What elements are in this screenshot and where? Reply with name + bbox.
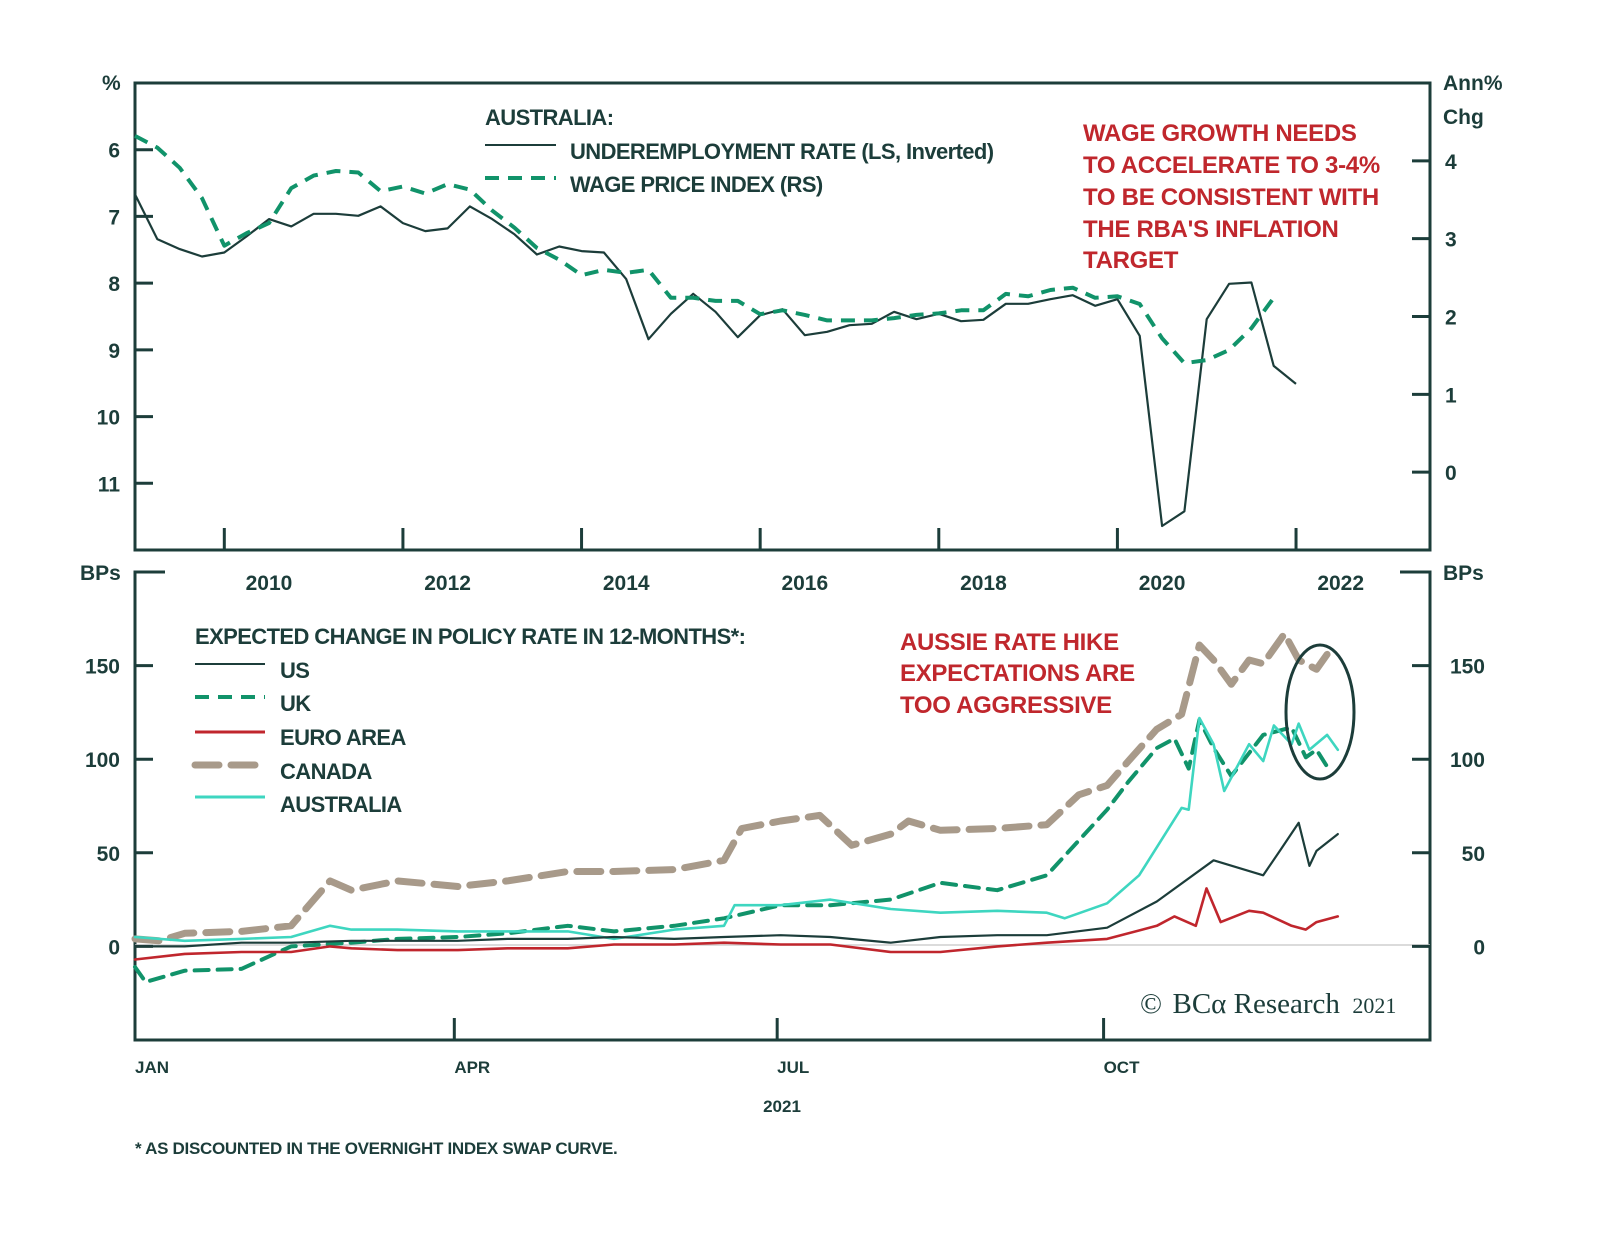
x-axis-tick-label: OCT	[1104, 1058, 1141, 1077]
left-axis-tick-label: 11	[98, 473, 121, 496]
series-euro-area	[133, 887, 1340, 961]
annotation-line: THE RBA'S INFLATION	[1083, 216, 1339, 243]
top-left-axis-unit: %	[102, 72, 121, 95]
copyright-brand: BCα Research	[1173, 988, 1341, 1020]
left-axis-tick-label: 8	[108, 273, 120, 296]
top-x-ticks: 2010 2012 2014 2016 2018 2020 2022	[222, 528, 1364, 595]
bottom-legend-title: EXPECTED CHANGE IN POLICY RATE IN 12-MON…	[195, 624, 745, 649]
x-axis-tick-label: APR	[454, 1058, 490, 1077]
top-left-ticks: 6 7 8 9 10 11	[97, 140, 153, 496]
top-annotation: WAGE GROWTH NEEDS TO ACCELERATE TO 3-4% …	[1083, 120, 1380, 274]
copyright: © BCα Research 2021	[1140, 988, 1396, 1020]
left-axis-tick-label: 100	[85, 749, 120, 772]
legend-label-australia: AUSTRALIA	[280, 792, 402, 817]
right-axis-tick-label: 150	[1450, 656, 1485, 679]
left-axis-tick-label: 9	[108, 340, 120, 363]
left-axis-tick-label: 10	[97, 407, 120, 430]
bottom-left-axis-unit: BPs	[80, 562, 121, 585]
bottom-y-ticks: 0 0 50 50 100 100 150 150	[85, 656, 1485, 960]
x-axis-tick-label: 2022	[1317, 572, 1364, 595]
annotation-line: WAGE GROWTH NEEDS	[1083, 120, 1357, 147]
right-axis-tick-label: 0	[1445, 462, 1457, 485]
x-axis-tick-label: 2010	[246, 572, 293, 595]
x-axis-tick-label: 2016	[781, 572, 828, 595]
x-axis-tick-label: JAN	[135, 1058, 169, 1077]
legend-label-uk: UK	[280, 691, 311, 716]
bottom-annotation: AUSSIE RATE HIKE EXPECTATIONS ARE TOO AG…	[900, 629, 1135, 719]
annotation-line: TARGET	[1083, 247, 1179, 274]
right-axis-tick-label: 1	[1445, 384, 1457, 407]
footnote: * AS DISCOUNTED IN THE OVERNIGHT INDEX S…	[135, 1139, 617, 1158]
bottom-series	[131, 630, 1340, 984]
bottom-right-axis-unit: BPs	[1443, 562, 1484, 585]
series-canada	[131, 630, 1331, 945]
top-series	[134, 134, 1297, 528]
right-axis-tick-label: 50	[1462, 843, 1485, 866]
highlight-ellipse	[1284, 643, 1356, 781]
series-australia	[133, 716, 1340, 943]
legend-label-us: US	[280, 658, 309, 683]
x-axis-tick-label: JUL	[777, 1058, 809, 1077]
bottom-legend: EXPECTED CHANGE IN POLICY RATE IN 12-MON…	[191, 624, 746, 817]
top-right-axis-unit-line1: Ann%	[1443, 72, 1503, 95]
top-right-ticks: 4 3 2 1 0	[1412, 151, 1457, 485]
x-axis-tick-label: 2012	[424, 572, 471, 595]
annotation-line: TO ACCELERATE TO 3-4%	[1083, 152, 1380, 179]
left-axis-tick-label: 7	[108, 206, 120, 229]
top-legend: AUSTRALIA: UNDEREMPLOYMENT RATE (LS, Inv…	[485, 105, 994, 197]
legend-label-underemployment: UNDEREMPLOYMENT RATE (LS, Inverted)	[570, 139, 994, 164]
legend-label-wage-price-index: WAGE PRICE INDEX (RS)	[570, 172, 823, 197]
x-axis-tick-label: 2020	[1139, 572, 1186, 595]
annotation-line: EXPECTATIONS ARE	[900, 660, 1135, 687]
right-axis-tick-label: 0	[1473, 936, 1485, 959]
right-axis-tick-label: 4	[1445, 151, 1457, 174]
left-axis-tick-label: 6	[108, 140, 120, 163]
x-axis-tick-label: 2018	[960, 572, 1007, 595]
series-us	[133, 821, 1339, 948]
top-right-axis-unit-line2: Chg	[1443, 106, 1484, 129]
copyright-year: 2021	[1352, 993, 1396, 1018]
bottom-x-ticks: JAN APR JUL OCT	[135, 1018, 1140, 1077]
x-axis-tick-label: 2014	[603, 572, 650, 595]
legend-label-canada: CANADA	[280, 759, 372, 784]
top-legend-title: AUSTRALIA:	[485, 105, 613, 130]
annotation-line: TO BE CONSISTENT WITH	[1083, 184, 1379, 211]
series-underemployment-rate	[134, 193, 1297, 528]
annotation-line: TOO AGGRESSIVE	[900, 692, 1112, 719]
right-axis-tick-label: 2	[1445, 307, 1457, 330]
bottom-plot-frame	[133, 570, 1432, 1042]
copyright-symbol: ©	[1140, 988, 1162, 1020]
left-axis-tick-label: 50	[97, 843, 120, 866]
annotation-line: AUSSIE RATE HIKE	[900, 629, 1119, 656]
left-axis-tick-label: 0	[108, 936, 120, 959]
bottom-x-axis-label: 2021	[763, 1097, 801, 1116]
right-axis-tick-label: 100	[1450, 749, 1485, 772]
left-axis-tick-label: 150	[85, 656, 120, 679]
right-axis-tick-label: 3	[1445, 229, 1457, 252]
series-uk	[133, 717, 1333, 984]
legend-label-euro-area: EURO AREA	[280, 725, 407, 750]
